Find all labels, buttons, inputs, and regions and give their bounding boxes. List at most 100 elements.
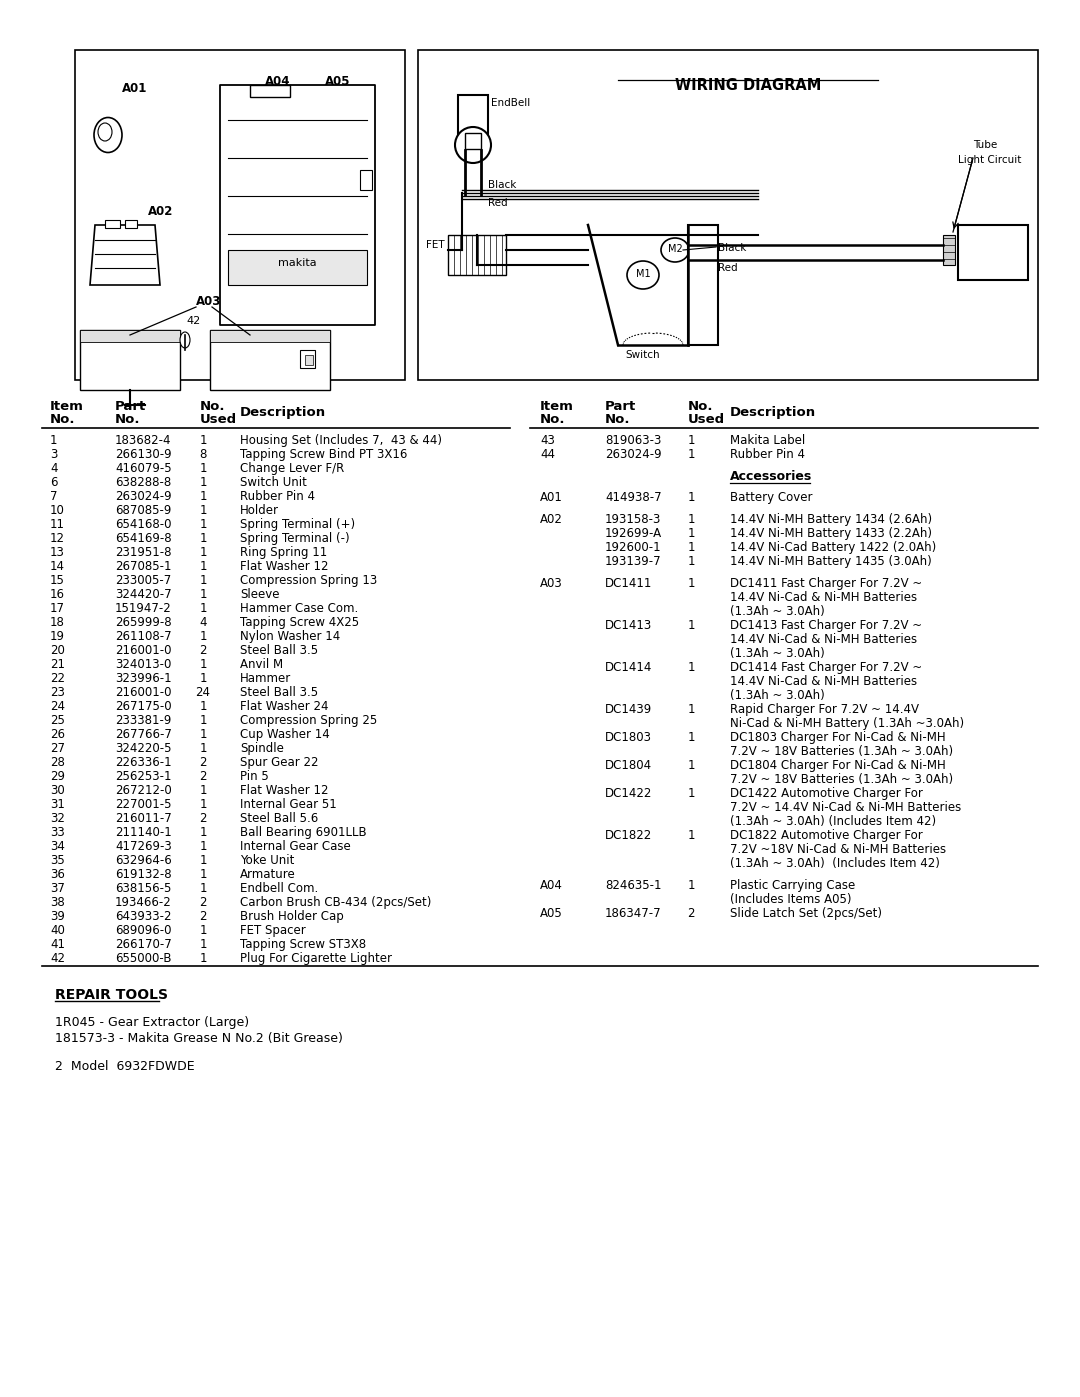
Text: (1.3Ah ~ 3.0Ah): (1.3Ah ~ 3.0Ah)	[730, 605, 825, 617]
Text: 233381-9: 233381-9	[114, 714, 172, 726]
Text: 1: 1	[199, 714, 206, 726]
Text: Carbon Brush CB-434 (2pcs/Set): Carbon Brush CB-434 (2pcs/Set)	[240, 895, 431, 909]
Text: A02: A02	[148, 205, 174, 218]
Text: 1: 1	[687, 555, 694, 569]
Text: 7.2V ~ 18V Batteries (1.3Ah ~ 3.0Ah): 7.2V ~ 18V Batteries (1.3Ah ~ 3.0Ah)	[730, 773, 954, 785]
Text: 1: 1	[687, 527, 694, 541]
Text: 7.2V ~18V Ni-Cad & Ni-MH Batteries: 7.2V ~18V Ni-Cad & Ni-MH Batteries	[730, 842, 946, 856]
Text: 151947-2: 151947-2	[114, 602, 172, 615]
Text: 1: 1	[687, 661, 694, 673]
Text: Flat Washer 12: Flat Washer 12	[240, 784, 328, 798]
Text: 11: 11	[50, 518, 65, 531]
Text: 2: 2	[199, 770, 206, 782]
Text: 227001-5: 227001-5	[114, 798, 172, 812]
Text: 28: 28	[50, 756, 65, 768]
Text: 324220-5: 324220-5	[114, 742, 172, 754]
Text: 1: 1	[199, 672, 206, 685]
Text: A04: A04	[540, 879, 563, 891]
Text: 2: 2	[199, 895, 206, 909]
Bar	[220, 85, 375, 326]
Text: 2  Model  6932FDWDE: 2 Model 6932FDWDE	[55, 1060, 194, 1073]
Text: 18: 18	[50, 616, 65, 629]
Text: 36: 36	[50, 868, 65, 882]
Text: Compression Spring 25: Compression Spring 25	[240, 714, 377, 726]
Text: (1.3Ah ~ 3.0Ah): (1.3Ah ~ 3.0Ah)	[730, 689, 825, 701]
Text: 21: 21	[50, 658, 65, 671]
Text: 38: 38	[50, 895, 65, 909]
Text: 37: 37	[50, 882, 65, 895]
Text: DC1804 Charger For Ni-Cad & Ni-MH: DC1804 Charger For Ni-Cad & Ni-MH	[730, 759, 946, 771]
Text: 687085-9: 687085-9	[114, 504, 172, 517]
Text: 14.4V Ni-Cad & Ni-MH Batteries: 14.4V Ni-Cad & Ni-MH Batteries	[730, 633, 917, 645]
Text: 40: 40	[50, 923, 65, 937]
Text: 2: 2	[199, 756, 206, 768]
Text: 181573-3 - Makita Grease N No.2 (Bit Grease): 181573-3 - Makita Grease N No.2 (Bit Gre…	[55, 1032, 342, 1045]
Text: 638288-8: 638288-8	[114, 476, 172, 489]
Text: DC1822: DC1822	[605, 828, 652, 842]
Text: 1: 1	[199, 882, 206, 895]
Text: Accessories: Accessories	[730, 469, 812, 483]
Text: 261108-7: 261108-7	[114, 630, 172, 643]
Text: 1: 1	[687, 787, 694, 800]
Text: Tapping Screw Bind PT 3X16: Tapping Screw Bind PT 3X16	[240, 448, 407, 461]
Text: Change Lever F/R: Change Lever F/R	[240, 462, 345, 475]
Text: 17: 17	[50, 602, 65, 615]
Text: Ball Bearing 6901LLB: Ball Bearing 6901LLB	[240, 826, 366, 840]
Text: 267085-1: 267085-1	[114, 560, 172, 573]
Text: 1: 1	[199, 840, 206, 854]
Text: 324420-7: 324420-7	[114, 588, 172, 601]
Text: 1: 1	[199, 490, 206, 503]
Text: 216001-0: 216001-0	[114, 686, 172, 698]
Text: (1.3Ah ~ 3.0Ah) (Includes Item 42): (1.3Ah ~ 3.0Ah) (Includes Item 42)	[730, 814, 936, 828]
Text: 265999-8: 265999-8	[114, 616, 172, 629]
Text: DC1413 Fast Charger For 7.2V ~: DC1413 Fast Charger For 7.2V ~	[730, 619, 922, 631]
Text: 267212-0: 267212-0	[114, 784, 172, 798]
Text: DC1803 Charger For Ni-Cad & Ni-MH: DC1803 Charger For Ni-Cad & Ni-MH	[730, 731, 946, 743]
Text: Brush Holder Cap: Brush Holder Cap	[240, 909, 343, 923]
Text: 1: 1	[199, 588, 206, 601]
Text: 266130-9: 266130-9	[114, 448, 172, 461]
Text: 1: 1	[199, 826, 206, 840]
Text: 1: 1	[199, 434, 206, 447]
Text: 2: 2	[687, 907, 694, 919]
Text: 655000-B: 655000-B	[114, 951, 172, 965]
Text: 324013-0: 324013-0	[114, 658, 172, 671]
Text: 1: 1	[687, 759, 694, 771]
Text: Internal Gear Case: Internal Gear Case	[240, 840, 351, 854]
Text: Makita Label: Makita Label	[730, 434, 806, 447]
Text: 1: 1	[199, 546, 206, 559]
Text: 12: 12	[50, 532, 65, 545]
Text: 226336-1: 226336-1	[114, 756, 172, 768]
Text: A04: A04	[265, 75, 291, 88]
Text: Endbell Com.: Endbell Com.	[240, 882, 319, 895]
Text: 1: 1	[199, 742, 206, 754]
Text: 263024-9: 263024-9	[114, 490, 172, 503]
Text: 824635-1: 824635-1	[605, 879, 661, 891]
Text: 24: 24	[50, 700, 65, 712]
Text: Internal Gear 51: Internal Gear 51	[240, 798, 337, 812]
Text: Steel Ball 3.5: Steel Ball 3.5	[240, 686, 319, 698]
Text: 44: 44	[540, 448, 555, 461]
Text: Part: Part	[114, 400, 146, 414]
Text: 654169-8: 654169-8	[114, 532, 172, 545]
Text: 211140-1: 211140-1	[114, 826, 172, 840]
Bar	[958, 225, 1028, 279]
Text: Compression Spring 13: Compression Spring 13	[240, 574, 377, 587]
Text: Rubber Pin 4: Rubber Pin 4	[730, 448, 805, 461]
Text: 216001-0: 216001-0	[114, 644, 172, 657]
Text: 14.4V Ni-MH Battery 1434 (2.6Ah): 14.4V Ni-MH Battery 1434 (2.6Ah)	[730, 513, 932, 527]
Text: FET: FET	[426, 240, 445, 250]
Text: 14.4V Ni-Cad Battery 1422 (2.0Ah): 14.4V Ni-Cad Battery 1422 (2.0Ah)	[730, 541, 936, 555]
Text: Anvil M: Anvil M	[240, 658, 283, 671]
Text: 39: 39	[50, 909, 65, 923]
Text: 654168-0: 654168-0	[114, 518, 172, 531]
Text: 42: 42	[50, 951, 65, 965]
Text: Red: Red	[718, 263, 738, 272]
Text: 1: 1	[687, 731, 694, 743]
Text: 1: 1	[687, 828, 694, 842]
Text: makita: makita	[278, 258, 316, 268]
Text: 14.4V Ni-MH Battery 1435 (3.0Ah): 14.4V Ni-MH Battery 1435 (3.0Ah)	[730, 555, 932, 569]
Text: (Includes Items A05): (Includes Items A05)	[730, 893, 851, 905]
Text: 1: 1	[50, 434, 57, 447]
Text: 2: 2	[199, 644, 206, 657]
